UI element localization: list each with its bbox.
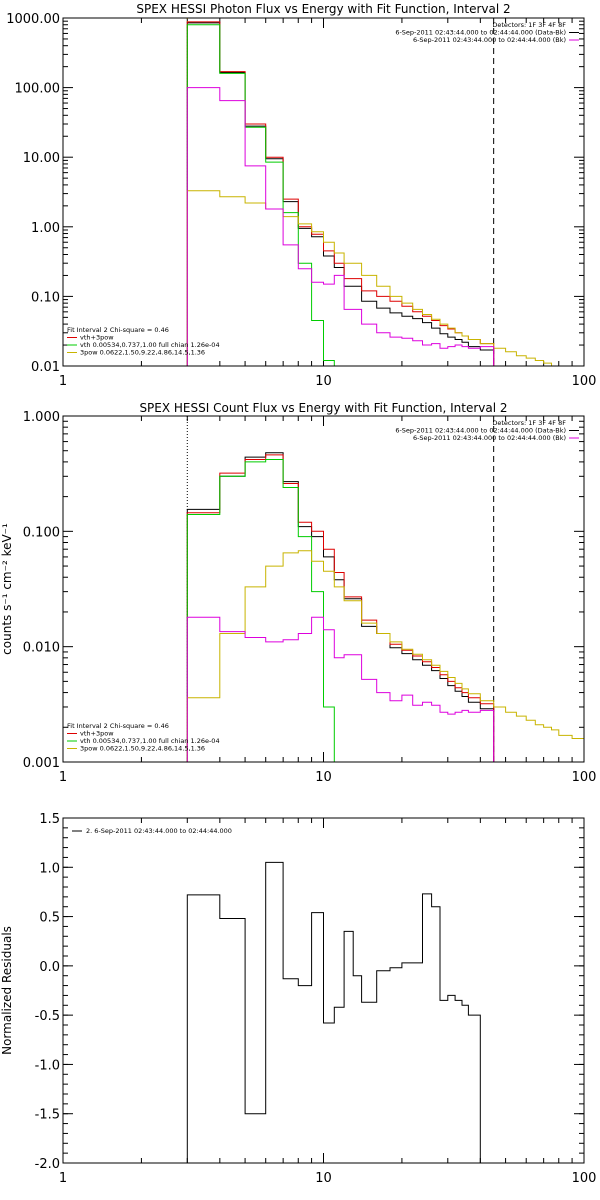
y-tick-label: 0.10: [31, 290, 60, 305]
series-group: [186, 861, 481, 1163]
legend-entry: vth 0.00534,0.737,1.00 full chian 1.26e-…: [80, 737, 220, 745]
legend-entry: Detectors: 1F 3F 4F 8F: [492, 21, 566, 29]
y-tick-label: 100.00: [15, 82, 61, 97]
chart-title: SPEX HESSI Photon Flux vs Energy with Fi…: [136, 2, 510, 16]
y-tick-label: 1.000: [23, 410, 60, 425]
legend-entry: vth 0.00534,0.737,1.00 full chian 1.26e-…: [80, 341, 220, 349]
legend-entry: vth+3pow: [80, 730, 114, 738]
legend-entry: 6-Sep-2011 02:43:44.000 to 02:44:44.000 …: [395, 29, 566, 37]
series-line-3: [186, 190, 560, 366]
y-tick-label: 10.00: [23, 151, 60, 166]
legend-entry: 6-Sep-2011 02:43:44.000 to 02:44:44.000 …: [413, 434, 566, 442]
y-axis: 0.01 0.10 1.00 10.00 100.00 1000.00: [6, 12, 584, 375]
y-tick-label: 0.01: [31, 360, 60, 375]
plot-frame: [62, 415, 585, 763]
plot-frame: [62, 817, 585, 1164]
legend-entry: 3pow 0.0622,1.50,9.22,4.86,14.5,1.36: [80, 349, 205, 357]
y-tick-label: -1.5: [35, 1108, 60, 1123]
legend-entry: 2. 6-Sep-2011 02:43:44.000 to 02:44:44.0…: [86, 827, 232, 835]
legend-upper: 2. 6-Sep-2011 02:43:44.000 to 02:44:44.0…: [72, 827, 232, 835]
legend-entry: vth+3pow: [80, 334, 114, 342]
x-tick-label: 10: [315, 1171, 332, 1186]
x-axis: 1 10 100: [59, 818, 597, 1186]
legend-upper: Detectors: 1F 3F 4F 8F6-Sep-2011 02:43:4…: [395, 419, 579, 442]
series-group: [186, 452, 584, 762]
series-line-0: [186, 452, 495, 762]
y-tick-label: 1.00: [31, 221, 60, 236]
y-tick-label: 0.0: [39, 960, 60, 975]
y-axis: 0.001 0.010 0.100 1.000: [23, 410, 584, 771]
legend-entry: Fit Interval 2 Chi-square = 0.46: [67, 722, 169, 730]
legend-upper: Detectors: 1F 3F 4F 8F6-Sep-2011 02:43:4…: [395, 21, 579, 44]
series-group: [186, 21, 560, 366]
x-tick-label: 10: [315, 374, 332, 389]
legend-entry: 6-Sep-2011 02:43:44.000 to 02:44:44.000 …: [395, 427, 566, 435]
y-tick-label: -2.0: [35, 1157, 60, 1172]
count-flux-panel: SPEX HESSI Count Flux vs Energy with Fit…: [0, 401, 596, 785]
x-tick-label: 100: [572, 770, 597, 785]
y-tick-label: 1.0: [39, 861, 60, 876]
y-axis: -2.0 -1.5 -1.0 -0.5 0.0 0.5 1.0 1.5: [35, 812, 584, 1172]
residuals-panel: Normalized Residuals 1 10 100 -2.0 -1.5 -1.0 -0…: [0, 812, 596, 1186]
y-tick-label: -0.5: [35, 1009, 60, 1024]
y-axis-label: Normalized Residuals: [0, 926, 14, 1055]
series-line-4: [186, 87, 495, 366]
series-line-4: [186, 616, 495, 762]
x-tick-label: 1: [59, 374, 67, 389]
legend-entry: 6-Sep-2011 02:43:44.000 to 02:44:44.000 …: [413, 36, 566, 44]
y-tick-label: -1.0: [35, 1058, 60, 1073]
series-line-0: [186, 861, 481, 1163]
photon-flux-panel: SPEX HESSI Photon Flux vs Energy with Fi…: [6, 2, 596, 389]
legend-entry: Fit Interval 2 Chi-square = 0.46: [67, 326, 169, 334]
plot-frame: [62, 17, 585, 367]
y-tick-label: 0.001: [23, 756, 60, 771]
y-tick-label: 1000.00: [6, 12, 60, 27]
x-tick-label: 1: [59, 1171, 67, 1186]
x-tick-label: 100: [572, 374, 597, 389]
legend-entry: Detectors: 1F 3F 4F 8F: [492, 419, 566, 427]
legend-entry: 3pow 0.0622,1.50,9.22,4.86,14.5,1.36: [80, 745, 205, 753]
series-line-1: [186, 454, 495, 762]
x-tick-label: 1: [59, 770, 67, 785]
y-axis-label: counts s⁻¹ cm⁻² keV⁻¹: [0, 523, 14, 655]
series-line-2: [186, 459, 335, 762]
x-tick-label: 10: [315, 770, 332, 785]
y-tick-label: 0.010: [23, 641, 60, 656]
legend-lower: Fit Interval 2 Chi-square = 0.46vth+3pow…: [67, 722, 220, 753]
x-tick-label: 100: [572, 1171, 597, 1186]
series-line-2: [186, 24, 335, 366]
series-line-0: [186, 22, 495, 366]
y-tick-label: 0.100: [23, 525, 60, 540]
legend-lower: Fit Interval 2 Chi-square = 0.46vth+3pow…: [67, 326, 220, 357]
series-line-3: [186, 550, 584, 762]
chart-title: SPEX HESSI Count Flux vs Energy with Fit…: [139, 401, 507, 415]
x-axis: 1 10 100: [59, 18, 597, 389]
y-tick-label: 0.5: [39, 911, 60, 926]
y-tick-label: 1.5: [39, 812, 60, 827]
